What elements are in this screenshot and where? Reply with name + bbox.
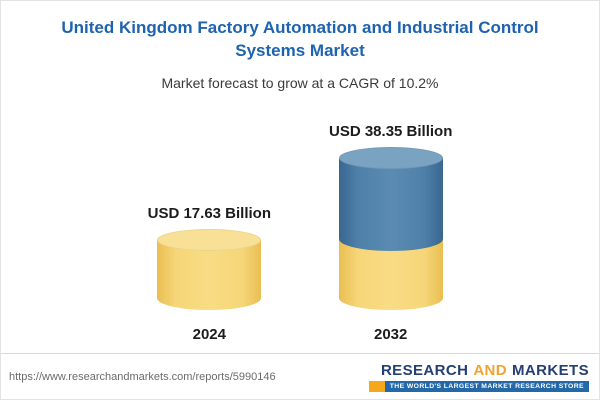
cylinder-2032 — [338, 147, 443, 310]
footer-url[interactable]: https://www.researchandmarkets.com/repor… — [9, 370, 276, 383]
value-label-2024: USD 17.63 Billion — [147, 205, 271, 222]
logo-wordmark: RESEARCH AND MARKETS — [369, 362, 589, 379]
cylinder-top-ellipse-2024 — [157, 229, 262, 251]
logo-tagline-bar: THE WORLD'S LARGEST MARKET RESEARCH STOR… — [368, 380, 589, 392]
logo-word-and: AND — [473, 361, 508, 379]
value-label-2032: USD 38.35 Billion — [329, 123, 453, 140]
bar-chart: USD 17.63 Billion 2024 USD 38.35 Billion… — [1, 91, 599, 353]
logo-gold-block — [368, 380, 385, 392]
footer: https://www.researchandmarkets.com/repor… — [1, 353, 599, 399]
cylinder-2024 — [157, 229, 262, 310]
cylinder-top-ellipse-2032 — [338, 147, 443, 169]
cylinder-segment-yellow-2032 — [338, 240, 443, 310]
cylinder-segment-blue-2032 — [338, 158, 443, 251]
bar-group-2032: USD 38.35 Billion 2032 — [329, 123, 452, 343]
cylinder-body-2024 — [157, 240, 262, 310]
year-label-2024: 2024 — [192, 326, 226, 343]
logo-tagline: THE WORLD'S LARGEST MARKET RESEARCH STOR… — [384, 380, 589, 392]
researchandmarkets-logo: RESEARCH AND MARKETS THE WORLD'S LARGEST… — [368, 362, 589, 392]
year-label-2032: 2032 — [374, 326, 408, 343]
logo-word-research: RESEARCH — [380, 361, 469, 379]
page-title: United Kingdom Factory Automation and In… — [61, 18, 539, 60]
header: United Kingdom Factory Automation and In… — [1, 1, 599, 91]
logo-word-markets: MARKETS — [512, 361, 589, 379]
page-subtitle: Market forecast to grow at a CAGR of 10.… — [161, 74, 439, 91]
bar-group-2024: USD 17.63 Billion 2024 — [148, 205, 271, 343]
